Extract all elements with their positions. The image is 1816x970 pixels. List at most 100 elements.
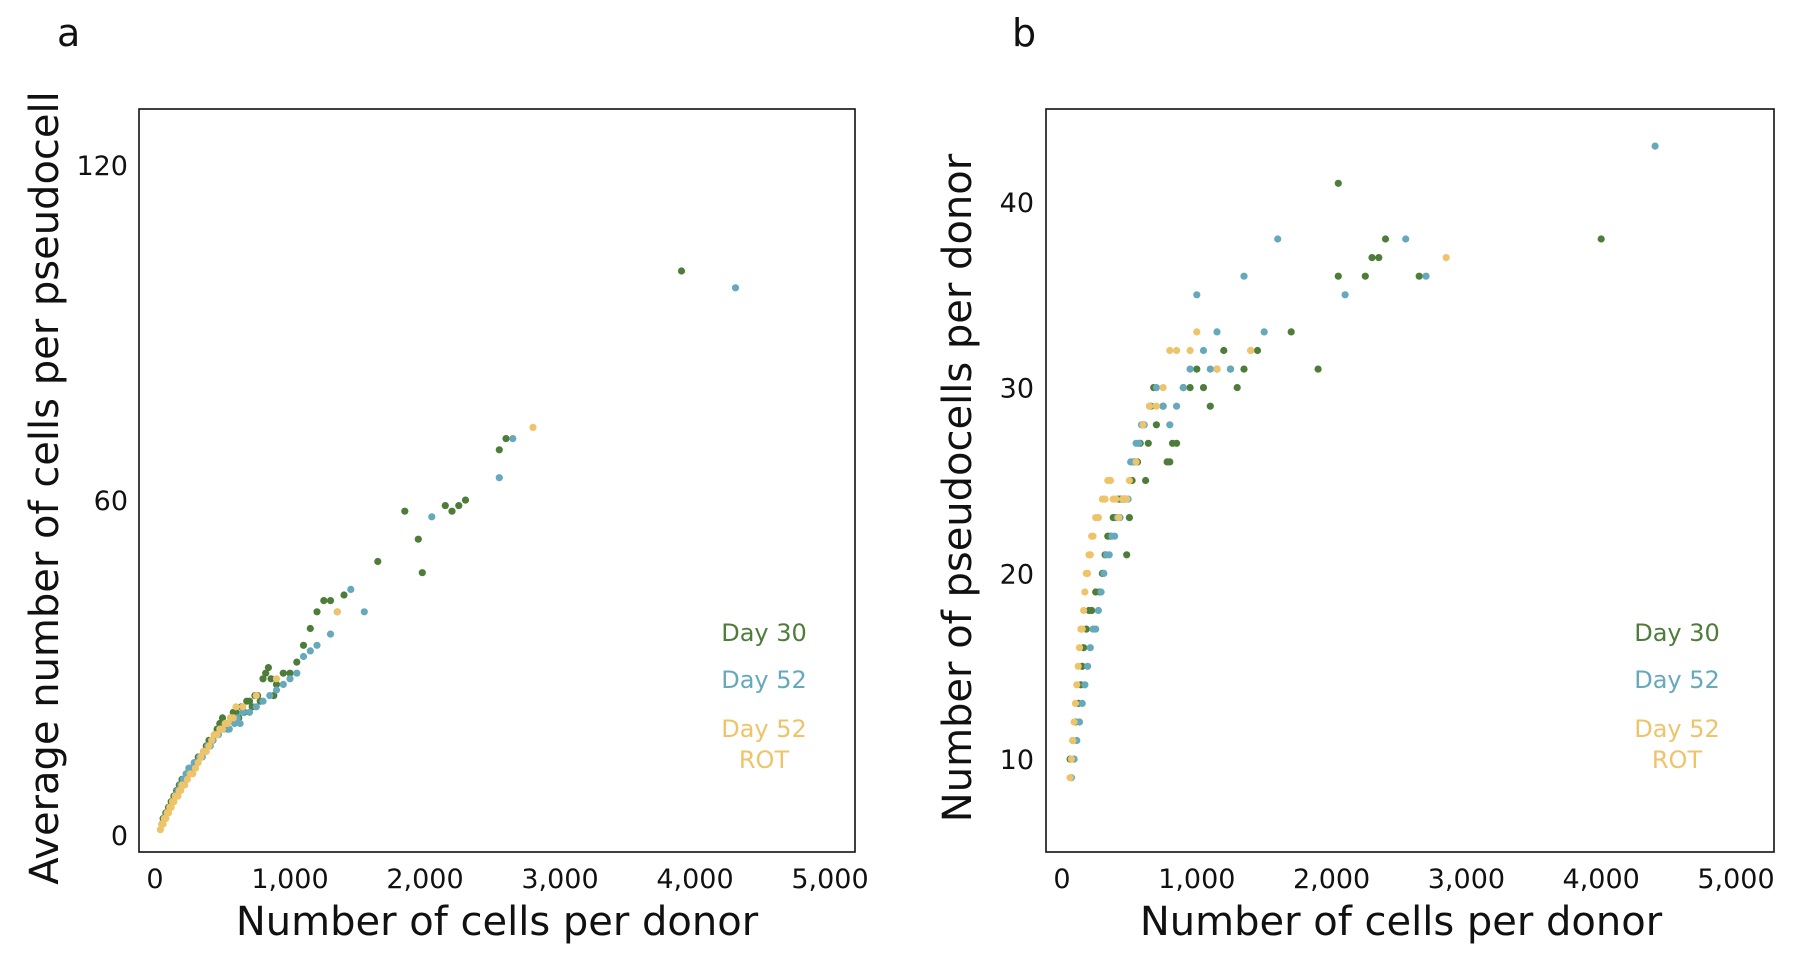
panel-a-point-day-30: [216, 719, 224, 728]
panel-b-point-day-52: [1240, 272, 1248, 280]
panel-b-legend-day52rot-line2: ROT: [1652, 746, 1703, 774]
panel-b-point-day-52-rot: [1166, 346, 1174, 355]
panel-a-point-day-52-rot: [177, 786, 185, 795]
panel-b-point-day-52: [1075, 718, 1084, 726]
panel-a-point-day-52: [299, 652, 308, 661]
panel-a-point-day-52-rot: [333, 608, 341, 616]
panel-b-point-day-52-rot: [1071, 699, 1080, 708]
panel-b-point-day-52: [1260, 328, 1268, 336]
panel-b-point-day-30: [1206, 402, 1214, 410]
panel-b-point-day-52-rot: [1159, 384, 1167, 392]
panel-b-point-day-52: [1173, 402, 1181, 410]
panel-b-point-day-52-rot: [1078, 625, 1086, 633]
panel-b-point-day-52-rot: [1080, 606, 1088, 615]
panel-a-point-day-30: [418, 569, 426, 577]
panel-a-point-day-52-rot: [208, 736, 216, 744]
panel-a-point-day-52-rot: [181, 781, 189, 789]
panel-b-point-day-30: [1253, 346, 1262, 355]
panel-a-point-day-52: [231, 719, 239, 728]
panel-a-legend-day30: Day 30: [721, 619, 807, 647]
panel-b-point-day-30: [1368, 254, 1376, 262]
panel-b-point-day-52-rot: [1070, 718, 1078, 726]
panel-b-point-day-30: [1173, 439, 1181, 447]
panel-a-point-day-52: [347, 585, 355, 594]
panel-b-point-day-30: [1597, 235, 1605, 243]
panel-a-x-axis-title: Number of cells per donor: [236, 899, 759, 945]
panel-b-point-day-52-rot: [1152, 402, 1160, 410]
panel-a-x-tick-label: 1,000: [251, 864, 328, 895]
panel-b-letter: b: [1012, 11, 1036, 55]
panel-a-point-day-30: [262, 669, 270, 677]
panel-a-point-day-52-rot: [167, 803, 175, 811]
panel-b-point-day-52: [1092, 625, 1100, 633]
panel-a-point-day-52-rot: [205, 742, 213, 750]
panel-b: b 0 1,000 2,000 3,000 4,000 5,000 10 20 30 40 Nu…: [935, 11, 1775, 945]
panel-a-point-day-30: [279, 669, 287, 677]
panel-a-point-day-30: [218, 714, 227, 722]
panel-b-point-day-30: [1334, 179, 1342, 187]
panel-b-point-day-52-rot: [1101, 495, 1109, 503]
panel-b-point-day-30: [1240, 365, 1248, 373]
panel-a-point-day-52-rot: [239, 703, 247, 711]
panel-b-point-day-52: [1422, 272, 1430, 280]
panel-a-x-tick-label: 2,000: [386, 864, 463, 895]
panel-b-point-day-52-rot: [1084, 569, 1092, 578]
panel-b-point-day-52-rot: [1106, 476, 1115, 485]
panel-b-point-day-52: [1199, 346, 1208, 355]
panel-b-point-day-52: [1166, 421, 1174, 429]
panel-b-point-day-52: [1226, 365, 1235, 373]
panel-a-point-day-52: [360, 608, 368, 616]
panel-b-point-day-52-rot: [1193, 328, 1201, 336]
panel-a-point-day-52: [225, 725, 233, 733]
panel-a-legend-day52rot-line2: ROT: [739, 746, 790, 774]
panel-a-point-day-52-rot: [191, 764, 200, 772]
panel-b-x-axis-title: Number of cells per donor: [1140, 899, 1663, 945]
panel-b-point-day-52-rot: [1073, 681, 1081, 689]
panel-a: a 0 1,000 2,000 3,000 4,000 5,000 0 60 120 Numb…: [22, 11, 869, 945]
panel-a-point-day-30: [401, 507, 409, 515]
panel-a-point-day-30: [286, 669, 294, 677]
panel-a-point-day-30: [502, 435, 510, 443]
panel-b-point-day-52: [1152, 384, 1160, 392]
panel-a-legend-day52rot-line1: Day 52: [721, 715, 807, 743]
panel-b-point-day-30: [1166, 458, 1174, 466]
panel-a-x-tick-label: 4,000: [656, 864, 733, 895]
panel-b-point-day-30: [1125, 514, 1133, 522]
panel-a-point-day-30: [245, 697, 254, 705]
panel-a-point-day-52: [239, 708, 247, 716]
panel-a-point-day-30: [320, 597, 328, 605]
panel-b-point-day-30: [1220, 346, 1228, 355]
panel-b-point-day-30: [1088, 606, 1096, 615]
panel-a-point-day-52-rot: [194, 759, 202, 767]
panel-a-point-day-52-rot: [162, 814, 170, 823]
panel-b-x-ticks: 0 1,000 2,000 3,000 4,000 5,000: [1053, 864, 1774, 895]
panel-b-point-day-52: [1651, 142, 1659, 150]
panel-a-legend-day52: Day 52: [721, 666, 807, 694]
panel-b-point-day-52-rot: [1213, 365, 1221, 373]
panel-a-point-day-52-rot: [189, 770, 197, 778]
panel-b-plot-frame: [1045, 108, 1775, 853]
panel-b-legend-day52rot-line1: Day 52: [1634, 715, 1720, 743]
panel-a-point-day-52: [266, 692, 274, 700]
panel-a-point-day-52-rot: [272, 675, 281, 683]
panel-b-point-day-52-rot: [1074, 662, 1082, 670]
panel-b-point-day-52: [1206, 365, 1214, 373]
panel-b-point-day-52-rot: [1067, 755, 1075, 763]
panel-b-point-day-52: [1086, 644, 1094, 652]
panel-b-y-tick-label: 40: [1000, 188, 1034, 219]
panel-b-point-day-52-rot: [1247, 346, 1255, 355]
panel-b-x-tick-label: 5,000: [1697, 864, 1774, 895]
panel-b-y-tick-label: 20: [1000, 559, 1034, 590]
panel-a-point-day-30: [414, 535, 422, 543]
panel-a-point-day-52-rot: [529, 423, 537, 431]
panel-b-point-day-52-rot: [1123, 495, 1131, 503]
panel-a-point-day-30: [340, 591, 348, 599]
panel-a-point-day-52: [306, 647, 314, 655]
panel-b-point-day-30: [1152, 421, 1160, 429]
panel-b-point-day-52-rot: [1086, 551, 1094, 559]
panel-b-point-day-52: [1094, 606, 1102, 615]
panel-a-legend: Day 30 Day 52 Day 52 ROT: [721, 619, 807, 774]
panel-a-point-day-52-rot: [213, 731, 221, 739]
panel-b-y-ticks: 10 20 30 40: [1000, 188, 1034, 776]
